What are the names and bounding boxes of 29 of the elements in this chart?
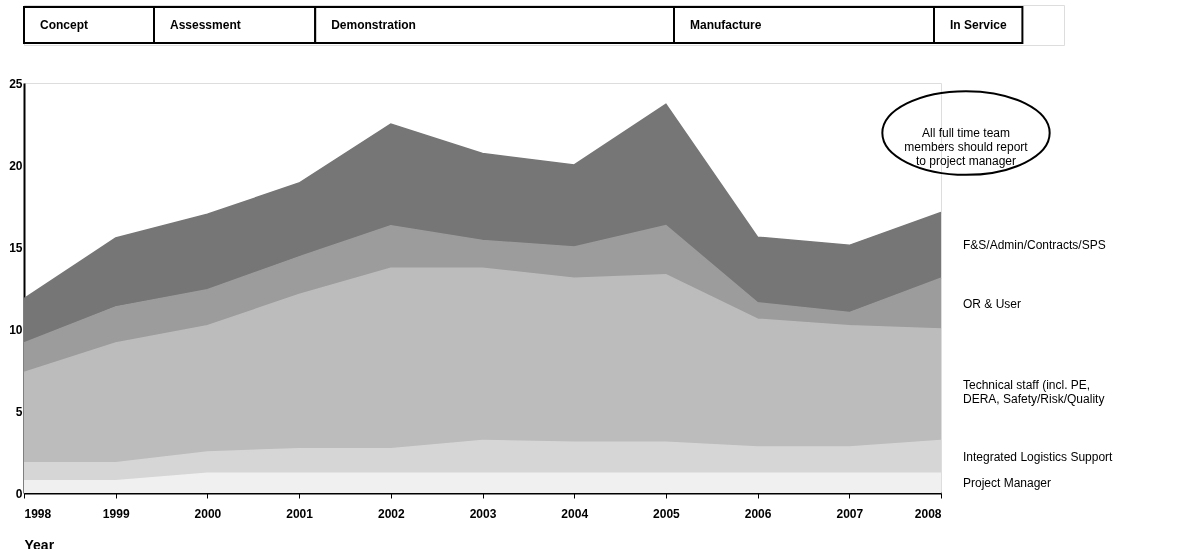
series-label: Technical staff (incl. PE, DERA, Safety/Risk/Quality [963, 377, 1105, 406]
series-label: Integrated Logistics Support [963, 449, 1114, 464]
y-tick-label: 0 [15, 486, 23, 501]
text: Assessment [170, 18, 241, 32]
x-tick-label: 2006 [744, 506, 772, 521]
series-label: F&S/Admin/Contracts/SPS [963, 238, 1106, 253]
x-tick-label: 2007 [836, 506, 864, 521]
text: Manufacture [690, 18, 762, 32]
y-tick-label: 5 [15, 404, 23, 419]
text: Concept [40, 18, 88, 32]
series-label: OR & User [963, 296, 1022, 311]
x-tick-label: 2008 [914, 506, 942, 521]
x-tick-label: 1998 [24, 506, 52, 521]
y-tick-label: 10 [9, 322, 23, 337]
x-tick-label: 2000 [194, 506, 222, 521]
x-tick-label: 2003 [469, 506, 497, 521]
y-tick-label: 15 [9, 240, 23, 255]
y-tick-label: 20 [9, 158, 23, 173]
x-tick-label: 1999 [102, 506, 130, 521]
x-tick-label: 2005 [653, 506, 681, 521]
text: In Service [950, 18, 1008, 32]
x-tick-label: 2004 [561, 506, 589, 521]
text: Demonstration [331, 18, 416, 32]
x-tick-label: 2002 [377, 506, 405, 521]
y-tick-label: 25 [9, 76, 23, 91]
x-tick-label: 2001 [286, 506, 314, 521]
x-axis-title: Year [24, 536, 55, 549]
annotation: All full time team members should report to project manager [904, 126, 1029, 168]
series-label: Project Manager [963, 476, 1052, 491]
